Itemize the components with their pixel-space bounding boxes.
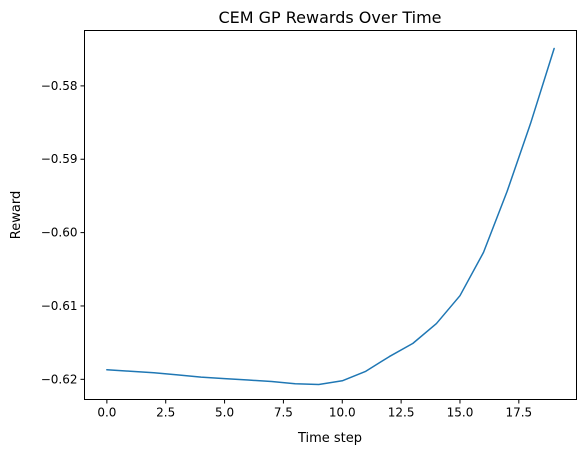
y-tick-label: −0.60	[41, 226, 78, 240]
x-axis-label: Time step	[297, 431, 362, 446]
chart-title: CEM GP Rewards Over Time	[218, 8, 441, 27]
series-line	[106, 47, 555, 386]
y-tick-label: −0.62	[41, 372, 78, 386]
x-tick-label: 5.0	[215, 406, 234, 420]
x-tick-label: 0.0	[97, 406, 116, 420]
x-tick-label: 17.5	[505, 406, 532, 420]
y-tick-label: −0.58	[41, 79, 78, 93]
x-tick-label: 12.5	[388, 406, 415, 420]
y-tick-label: −0.59	[41, 152, 78, 166]
y-tick-label: −0.61	[41, 299, 78, 313]
x-tick-label: 7.5	[274, 406, 293, 420]
y-axis-ticks: −0.62 −0.61 −0.60 −0.59 −0.58	[41, 79, 85, 386]
y-axis-label: Reward	[9, 191, 24, 239]
x-tick-label: 2.5	[156, 406, 175, 420]
axes-frame	[84, 30, 577, 400]
x-tick-label: 15.0	[447, 406, 474, 420]
x-axis-ticks: 0.0 2.5 5.0 7.5 10.0 12.5 15.0 17.5	[97, 399, 532, 420]
plot-area	[106, 47, 555, 386]
x-tick-label: 10.0	[329, 406, 356, 420]
